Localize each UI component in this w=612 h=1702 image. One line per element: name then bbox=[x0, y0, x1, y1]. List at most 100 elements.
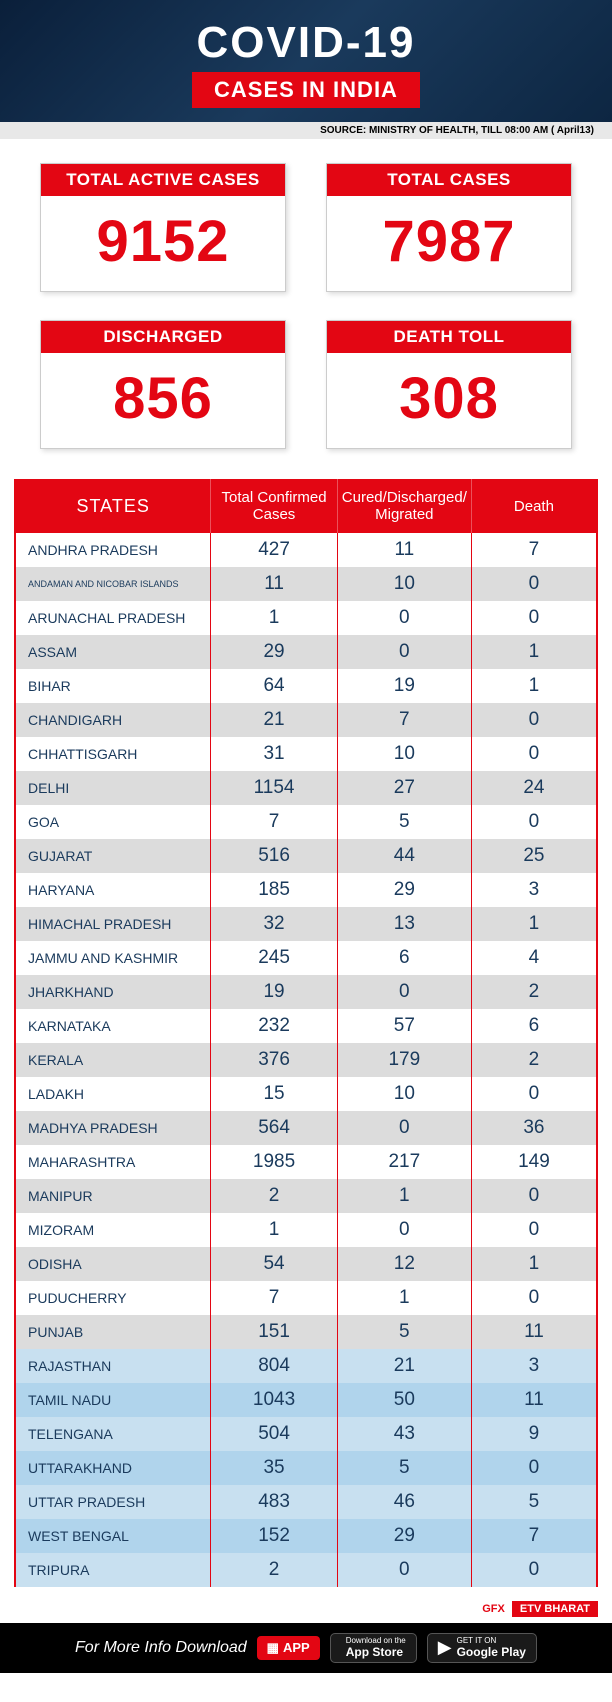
table-container: STATES Total Confirmed Cases Cured/Disch… bbox=[0, 479, 612, 1597]
death-value: 0 bbox=[471, 1213, 597, 1247]
cured-value: 1 bbox=[337, 1281, 471, 1315]
state-name: ANDHRA PRADESH bbox=[15, 533, 211, 567]
table-row: LADAKH15100 bbox=[15, 1077, 597, 1111]
table-row: MADHYA PRADESH564036 bbox=[15, 1111, 597, 1145]
death-value: 11 bbox=[471, 1383, 597, 1417]
confirmed-value: 2 bbox=[211, 1179, 337, 1213]
cured-value: 1 bbox=[337, 1179, 471, 1213]
confirmed-value: 31 bbox=[211, 737, 337, 771]
states-table: STATES Total Confirmed Cases Cured/Disch… bbox=[14, 479, 598, 1587]
col-death: Death bbox=[471, 479, 597, 533]
cured-value: 0 bbox=[337, 1111, 471, 1145]
death-value: 0 bbox=[471, 1281, 597, 1315]
stat-card-active: TOTAL ACTIVE CASES 9152 bbox=[40, 163, 286, 292]
appstore-badge[interactable]: Download on the App Store bbox=[330, 1633, 417, 1663]
stat-label: DISCHARGED bbox=[41, 321, 285, 353]
googleplay-badge[interactable]: ▶ GET IT ON Google Play bbox=[427, 1633, 537, 1663]
appstore-small: Download on the bbox=[346, 1636, 406, 1645]
state-name: JHARKHAND bbox=[15, 975, 211, 1009]
confirmed-value: 1985 bbox=[211, 1145, 337, 1179]
header-subtitle-wrap: CASES IN INDIA bbox=[192, 72, 420, 108]
cured-value: 0 bbox=[337, 1213, 471, 1247]
app-badge[interactable]: ▦ APP bbox=[257, 1636, 320, 1660]
cured-value: 5 bbox=[337, 1315, 471, 1349]
table-row: UTTAR PRADESH483465 bbox=[15, 1485, 597, 1519]
confirmed-value: 1154 bbox=[211, 771, 337, 805]
death-value: 6 bbox=[471, 1009, 597, 1043]
cured-value: 13 bbox=[337, 907, 471, 941]
state-name: BIHAR bbox=[15, 669, 211, 703]
cured-value: 217 bbox=[337, 1145, 471, 1179]
state-name: ASSAM bbox=[15, 635, 211, 669]
table-row: CHANDIGARH2170 bbox=[15, 703, 597, 737]
table-row: ANDAMAN AND NICOBAR ISLANDS11100 bbox=[15, 567, 597, 601]
death-value: 11 bbox=[471, 1315, 597, 1349]
confirmed-value: 1 bbox=[211, 601, 337, 635]
table-row: WEST BENGAL152297 bbox=[15, 1519, 597, 1553]
cured-value: 6 bbox=[337, 941, 471, 975]
confirmed-value: 15 bbox=[211, 1077, 337, 1111]
death-value: 2 bbox=[471, 975, 597, 1009]
state-name: CHANDIGARH bbox=[15, 703, 211, 737]
stat-value: 308 bbox=[327, 353, 571, 448]
cured-value: 29 bbox=[337, 873, 471, 907]
state-name: ODISHA bbox=[15, 1247, 211, 1281]
stat-value: 9152 bbox=[41, 196, 285, 291]
confirmed-value: 32 bbox=[211, 907, 337, 941]
cured-value: 0 bbox=[337, 601, 471, 635]
confirmed-value: 7 bbox=[211, 1281, 337, 1315]
app-label: APP bbox=[283, 1640, 310, 1655]
state-name: HARYANA bbox=[15, 873, 211, 907]
table-row: HARYANA185293 bbox=[15, 873, 597, 907]
state-name: GOA bbox=[15, 805, 211, 839]
confirmed-value: 804 bbox=[211, 1349, 337, 1383]
state-name: TELENGANA bbox=[15, 1417, 211, 1451]
table-row: CHHATTISGARH31100 bbox=[15, 737, 597, 771]
confirmed-value: 1 bbox=[211, 1213, 337, 1247]
gfx-brand: ETV BHARAT bbox=[512, 1601, 598, 1617]
death-value: 0 bbox=[471, 703, 597, 737]
cured-value: 57 bbox=[337, 1009, 471, 1043]
cured-value: 50 bbox=[337, 1383, 471, 1417]
play-small: GET IT ON bbox=[457, 1636, 497, 1645]
state-name: UTTARAKHAND bbox=[15, 1451, 211, 1485]
confirmed-value: 483 bbox=[211, 1485, 337, 1519]
table-row: PUDUCHERRY710 bbox=[15, 1281, 597, 1315]
footer: For More Info Download ▦ APP Download on… bbox=[0, 1623, 612, 1673]
cured-value: 7 bbox=[337, 703, 471, 737]
death-value: 0 bbox=[471, 1451, 597, 1485]
state-name: MIZORAM bbox=[15, 1213, 211, 1247]
cured-value: 10 bbox=[337, 567, 471, 601]
table-row: DELHI11542724 bbox=[15, 771, 597, 805]
confirmed-value: 151 bbox=[211, 1315, 337, 1349]
table-header-row: STATES Total Confirmed Cases Cured/Disch… bbox=[15, 479, 597, 533]
confirmed-value: 504 bbox=[211, 1417, 337, 1451]
confirmed-value: 21 bbox=[211, 703, 337, 737]
table-row: GOA750 bbox=[15, 805, 597, 839]
state-name: TRIPURA bbox=[15, 1553, 211, 1587]
confirmed-value: 564 bbox=[211, 1111, 337, 1145]
table-row: HIMACHAL PRADESH32131 bbox=[15, 907, 597, 941]
state-name: KERALA bbox=[15, 1043, 211, 1077]
table-row: TRIPURA200 bbox=[15, 1553, 597, 1587]
death-value: 0 bbox=[471, 805, 597, 839]
appstore-big: App Store bbox=[346, 1646, 406, 1659]
table-row: ANDHRA PRADESH427117 bbox=[15, 533, 597, 567]
death-value: 1 bbox=[471, 1247, 597, 1281]
table-row: GUJARAT5164425 bbox=[15, 839, 597, 873]
death-value: 9 bbox=[471, 1417, 597, 1451]
death-value: 0 bbox=[471, 567, 597, 601]
state-name: TAMIL NADU bbox=[15, 1383, 211, 1417]
state-name: MAHARASHTRA bbox=[15, 1145, 211, 1179]
confirmed-value: 19 bbox=[211, 975, 337, 1009]
state-name: UTTAR PRADESH bbox=[15, 1485, 211, 1519]
death-value: 0 bbox=[471, 601, 597, 635]
state-name: HIMACHAL PRADESH bbox=[15, 907, 211, 941]
state-name: KARNATAKA bbox=[15, 1009, 211, 1043]
confirmed-value: 152 bbox=[211, 1519, 337, 1553]
death-value: 149 bbox=[471, 1145, 597, 1179]
table-row: JAMMU AND KASHMIR24564 bbox=[15, 941, 597, 975]
gfx-label: GFX bbox=[482, 1603, 505, 1615]
state-name: ARUNACHAL PRADESH bbox=[15, 601, 211, 635]
stat-value: 7987 bbox=[327, 196, 571, 291]
